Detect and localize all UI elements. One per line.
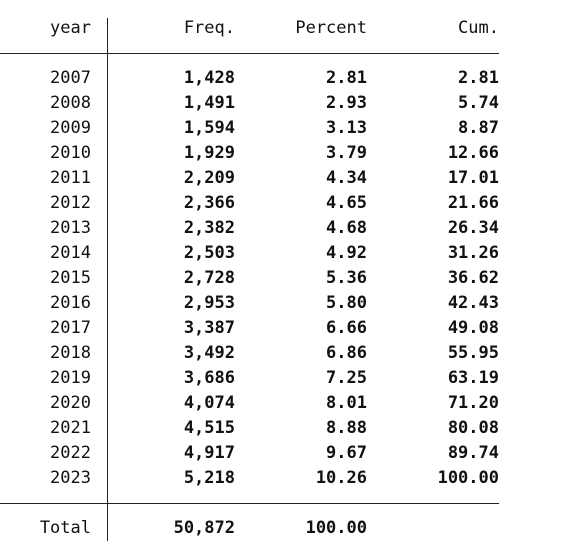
cell-freq: 4,515 <box>183 418 235 438</box>
cell-freq: 3,387 <box>183 318 235 338</box>
cell-year: 2019 <box>50 368 91 388</box>
cell-freq: 2,382 <box>183 218 235 238</box>
cell-cum: 21.66 <box>447 193 499 213</box>
cell-percent: 3.13 <box>326 118 367 138</box>
cell-cum: 49.08 <box>447 318 499 338</box>
cell-percent: 8.01 <box>326 393 367 413</box>
cell-percent: 5.36 <box>326 268 367 288</box>
cell-freq: 1,428 <box>183 68 235 88</box>
cell-percent: 6.86 <box>326 343 367 363</box>
stub-divider <box>107 18 108 541</box>
cell-cum: 55.95 <box>447 343 499 363</box>
cell-year: 2022 <box>50 443 91 463</box>
cell-freq: 1,594 <box>183 118 235 138</box>
cell-percent: 2.93 <box>326 93 367 113</box>
cell-percent: 9.67 <box>326 443 367 463</box>
cell-cum: 31.26 <box>447 243 499 263</box>
header-percent: Percent <box>295 18 367 38</box>
cell-cum: 17.01 <box>447 168 499 188</box>
cell-freq: 2,209 <box>183 168 235 188</box>
cell-year: 2008 <box>50 93 91 113</box>
cell-cum: 80.08 <box>447 418 499 438</box>
cell-percent: 8.88 <box>326 418 367 438</box>
header-freq: Freq. <box>183 18 235 38</box>
cell-cum: 36.62 <box>447 268 499 288</box>
cell-freq: 3,492 <box>183 343 235 363</box>
cell-cum: 12.66 <box>447 143 499 163</box>
cell-year: 2023 <box>50 468 91 488</box>
cell-freq: 1,491 <box>183 93 235 113</box>
cell-freq: 1,929 <box>183 143 235 163</box>
cell-year: 2009 <box>50 118 91 138</box>
cell-year: 2015 <box>50 268 91 288</box>
total-label: Total <box>39 518 91 538</box>
cell-percent: 4.92 <box>326 243 367 263</box>
cell-year: 2007 <box>50 68 91 88</box>
cell-cum: 100.00 <box>437 468 499 488</box>
total-divider <box>0 503 499 504</box>
cell-year: 2016 <box>50 293 91 313</box>
header-cum: Cum. <box>458 18 499 38</box>
cell-percent: 4.68 <box>326 218 367 238</box>
cell-percent: 6.66 <box>326 318 367 338</box>
cell-percent: 4.65 <box>326 193 367 213</box>
cell-percent: 5.80 <box>326 293 367 313</box>
cell-year: 2010 <box>50 143 91 163</box>
cell-year: 2012 <box>50 193 91 213</box>
cell-year: 2018 <box>50 343 91 363</box>
cell-cum: 63.19 <box>447 368 499 388</box>
cell-year: 2020 <box>50 393 91 413</box>
cell-freq: 5,218 <box>183 468 235 488</box>
cell-year: 2013 <box>50 218 91 238</box>
cell-freq: 3,686 <box>183 368 235 388</box>
cell-percent: 3.79 <box>326 143 367 163</box>
cell-freq: 4,074 <box>183 393 235 413</box>
cell-year: 2017 <box>50 318 91 338</box>
cell-freq: 2,366 <box>183 193 235 213</box>
cell-freq: 2,728 <box>183 268 235 288</box>
cell-freq: 2,503 <box>183 243 235 263</box>
header-divider <box>0 53 499 54</box>
cell-year: 2014 <box>50 243 91 263</box>
cell-percent: 4.34 <box>326 168 367 188</box>
total-freq: 50,872 <box>173 518 235 538</box>
cell-freq: 2,953 <box>183 293 235 313</box>
cell-cum: 8.87 <box>458 118 499 138</box>
cell-cum: 89.74 <box>447 443 499 463</box>
cell-percent: 7.25 <box>326 368 367 388</box>
cell-year: 2011 <box>50 168 91 188</box>
header-year: year <box>50 18 91 38</box>
cell-cum: 42.43 <box>447 293 499 313</box>
cell-percent: 2.81 <box>326 68 367 88</box>
cell-cum: 2.81 <box>458 68 499 88</box>
cell-cum: 5.74 <box>458 93 499 113</box>
cell-year: 2021 <box>50 418 91 438</box>
total-percent: 100.00 <box>305 518 367 538</box>
cell-freq: 4,917 <box>183 443 235 463</box>
cell-cum: 26.34 <box>447 218 499 238</box>
cell-percent: 10.26 <box>315 468 367 488</box>
cell-cum: 71.20 <box>447 393 499 413</box>
